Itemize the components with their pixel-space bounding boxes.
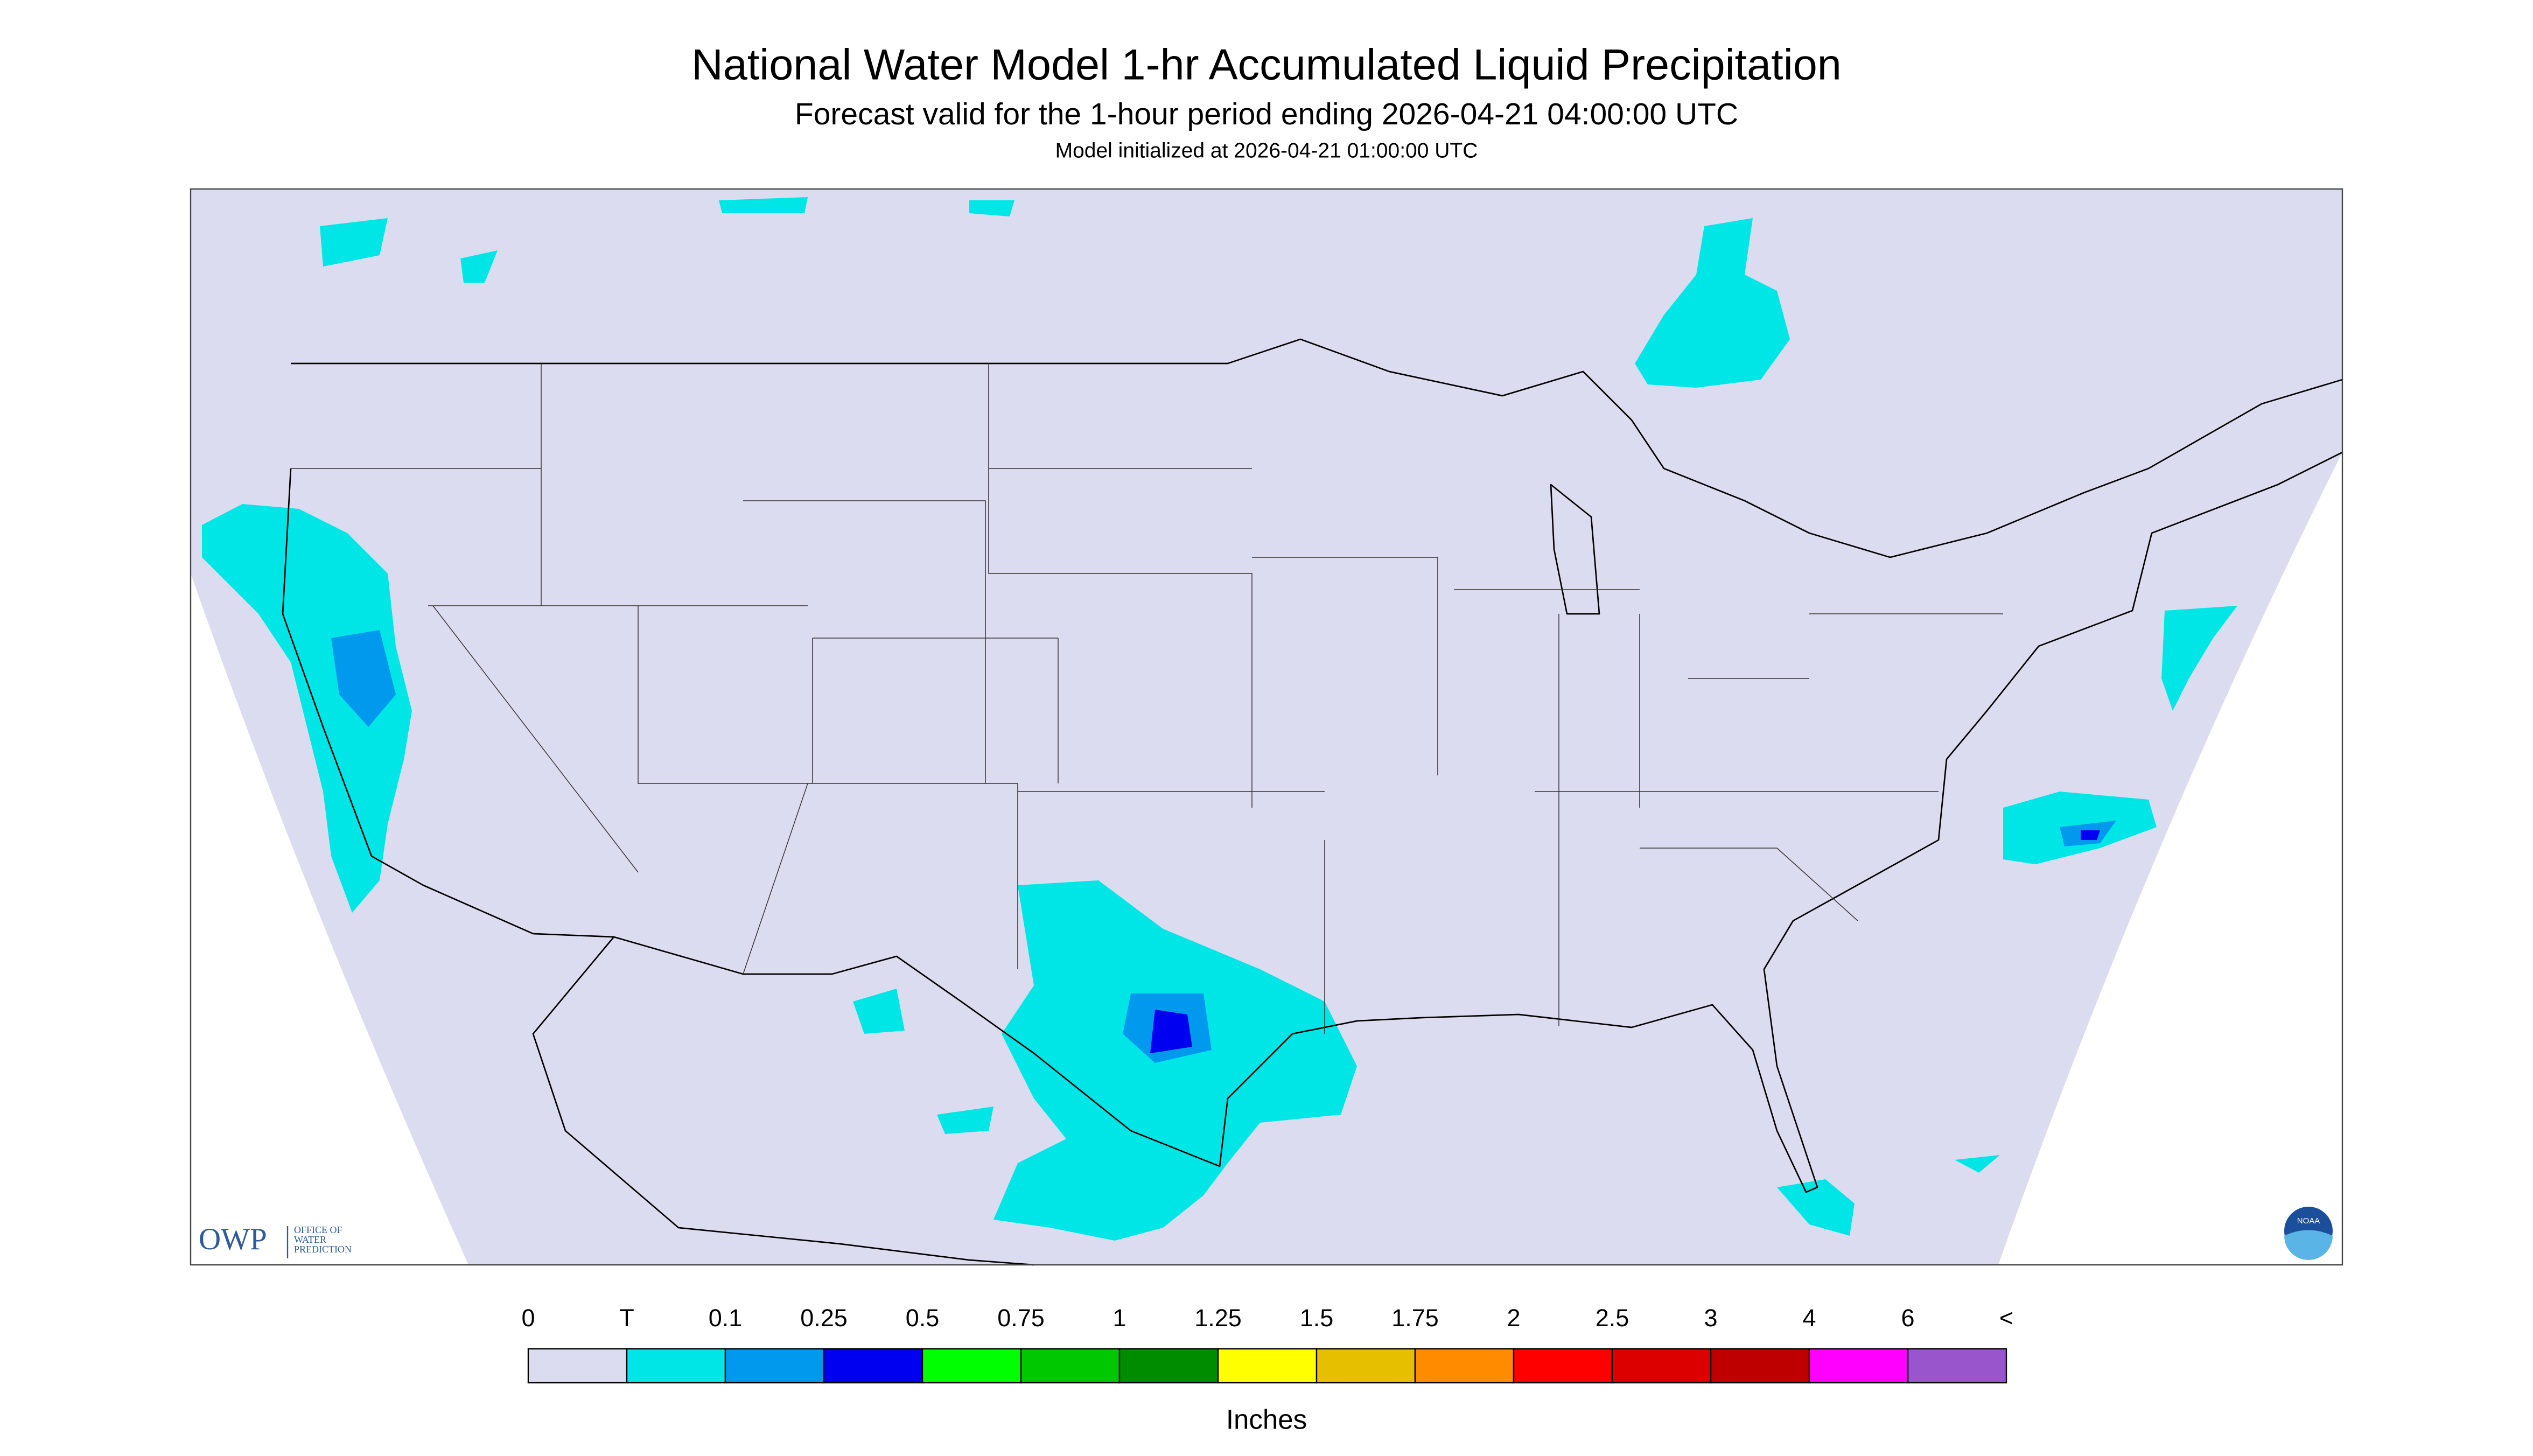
legend-swatch xyxy=(1907,1348,2007,1384)
legend-label: 0.5 xyxy=(906,1304,940,1332)
subtitle: Forecast valid for the 1-hour period end… xyxy=(795,97,1738,131)
legend-swatch xyxy=(1710,1348,1810,1384)
legend-label: < xyxy=(1999,1304,2013,1332)
owp-line: OFFICE OF xyxy=(294,1224,342,1235)
legend-swatch xyxy=(724,1348,825,1384)
legend-label: 1.25 xyxy=(1194,1304,1242,1332)
noaa-wave xyxy=(2284,1230,2333,1261)
legend-label: 0.1 xyxy=(709,1304,743,1332)
canada-border xyxy=(291,338,2343,558)
map-frame xyxy=(190,188,2343,1266)
model-domain xyxy=(191,189,2342,1265)
coastline xyxy=(282,451,2343,1193)
legend-label: 0 xyxy=(521,1304,535,1332)
legend-swatch xyxy=(527,1348,628,1384)
init-time: Model initialized at 2026-04-21 01:00:00… xyxy=(1055,139,1478,162)
title: National Water Model 1-hr Accumulated Li… xyxy=(691,40,1842,89)
legend-label: 6 xyxy=(1901,1304,1914,1332)
lake-michigan xyxy=(1550,484,1600,615)
legend-swatch xyxy=(921,1348,1022,1384)
legend-label: 0.25 xyxy=(800,1304,848,1332)
legend-swatch xyxy=(1020,1348,1121,1384)
legend-label: 1.5 xyxy=(1300,1304,1334,1332)
legend-swatch xyxy=(823,1348,923,1384)
legend-label: 1.75 xyxy=(1391,1304,1439,1332)
legend-swatch xyxy=(1217,1348,1318,1384)
legend-label: 3 xyxy=(1704,1304,1717,1332)
noaa-badge: NOAA xyxy=(2284,1207,2333,1261)
legend-unit: Inches xyxy=(1226,1404,1307,1434)
state-lines xyxy=(291,363,2003,1034)
legend: 0 T 0.1 0.25 0.5 0.75 1 1.25 1.5 1.75 2 2.5 3 4 6 < xyxy=(521,1304,2013,1384)
owp-abbr: OWP xyxy=(199,1222,267,1256)
legend-swatch xyxy=(626,1348,726,1384)
legend-swatch xyxy=(1808,1348,1909,1384)
legend-swatch xyxy=(1513,1348,1613,1384)
legend-label: T xyxy=(619,1304,634,1332)
precip-areas xyxy=(202,197,2237,1241)
noaa-text: NOAA xyxy=(2297,1216,2320,1226)
owp-line: PREDICTION xyxy=(294,1244,352,1255)
legend-swatch xyxy=(1414,1348,1515,1384)
legend-label: 0.75 xyxy=(997,1304,1045,1332)
owp-line: WATER xyxy=(294,1234,326,1245)
legend-label: 1 xyxy=(1112,1304,1126,1332)
legend-label: 2.5 xyxy=(1596,1304,1629,1332)
legend-label: 2 xyxy=(1507,1304,1520,1332)
legend-swatch xyxy=(1611,1348,1712,1384)
legend-swatch xyxy=(1316,1348,1416,1384)
legend-swatch xyxy=(1118,1348,1219,1384)
legend-label: 4 xyxy=(1802,1304,1816,1332)
mexico-coast xyxy=(532,936,1034,1266)
